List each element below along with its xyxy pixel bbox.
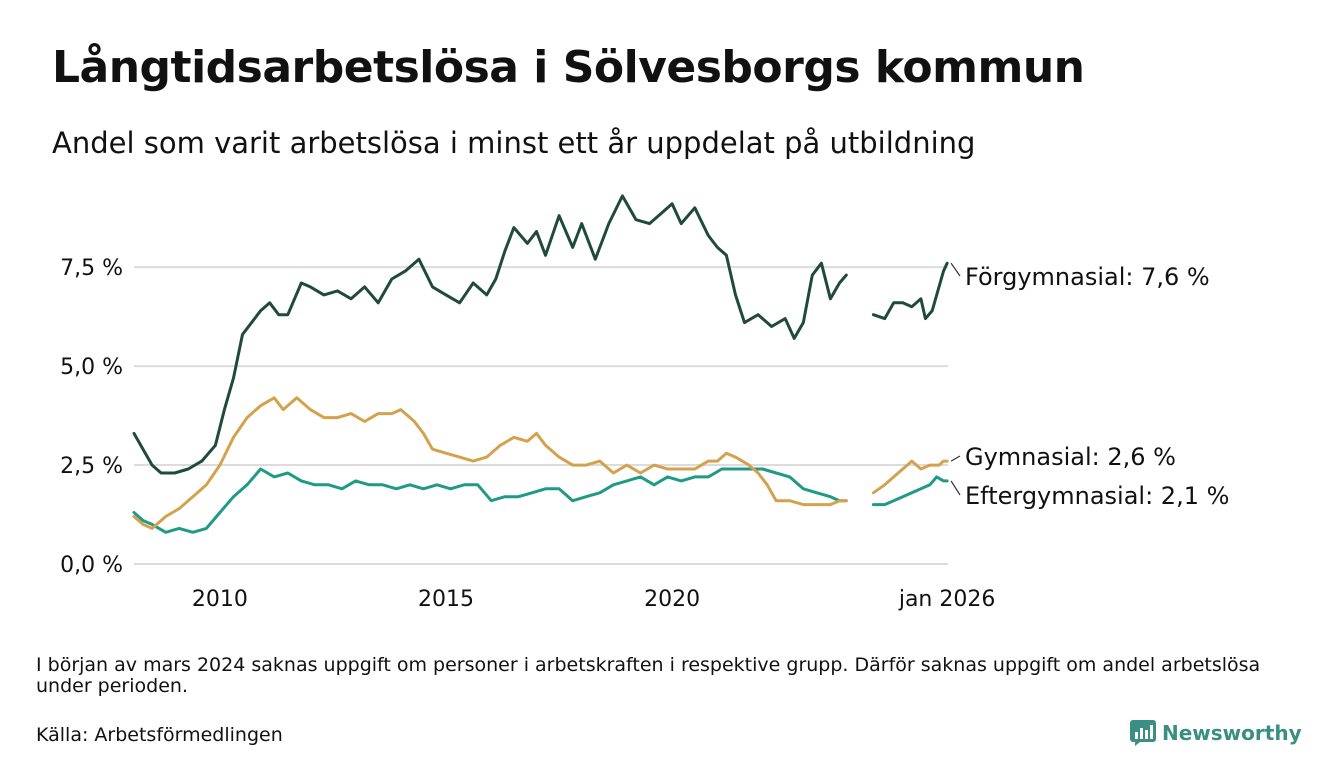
y-tick-label: 7,5 % [60, 256, 123, 281]
x-tick-label: 2015 [418, 587, 474, 612]
series-line-f-rgymnasial-2 [871, 261, 949, 321]
bar-chart-icon [1130, 720, 1156, 746]
chart-title: Långtidsarbetslösa i Sölvesborgs kommun [52, 42, 1085, 93]
x-tick-label: 2010 [192, 587, 248, 612]
x-axis-labels: 2010 2015 2020 jan 2026 [192, 587, 995, 612]
series-end-label-f-rgymnasial: Förgymnasial: 7,6 % [965, 263, 1210, 291]
series-line-f-rgymnasial-1 [132, 194, 848, 475]
y-axis-labels: 0,0 % 2,5 % 5,0 % 7,5 % [60, 256, 123, 578]
series-line-gymnasial-1 [132, 396, 848, 530]
x-tick-label: 2020 [644, 587, 700, 612]
footnote: I början av mars 2024 saknas uppgift om … [36, 654, 1261, 697]
x-tick-label: jan 2026 [898, 587, 996, 612]
series-end-label-gymnasial: Gymnasial: 2,6 % [965, 443, 1176, 471]
y-tick-label: 0,0 % [60, 553, 123, 578]
label-connector-eftergymnasial [950, 480, 961, 496]
y-tick-label: 2,5 % [60, 454, 123, 479]
series-end-label-eftergymnasial: Eftergymnasial: 2,1 % [965, 482, 1229, 510]
gridlines [134, 266, 948, 565]
line-chart: 0,0 % 2,5 % 5,0 % 7,5 % 2010 2015 2020 jan 202… [60, 194, 1229, 612]
series-end-labels: Förgymnasial: 7,6 % Gymnasial: 2,6 % Efter… [950, 262, 1229, 510]
series-line-gymnasial-2 [871, 459, 949, 495]
series-line-eftergymnasial-1 [132, 467, 848, 534]
y-tick-label: 5,0 % [60, 355, 123, 380]
newsworthy-logo: Newsworthy [1130, 720, 1302, 746]
series-line-eftergymnasial-2 [871, 475, 949, 507]
label-connector-f-rgymnasial [950, 262, 961, 277]
chart-subtitle: Andel som varit arbetslösa i minst ett å… [52, 126, 976, 160]
series-lines [132, 194, 949, 534]
brand-name: Newsworthy [1162, 721, 1302, 745]
source-note: Källa: Arbetsförmedlingen [36, 724, 283, 746]
label-connector-gymnasial [950, 455, 961, 462]
